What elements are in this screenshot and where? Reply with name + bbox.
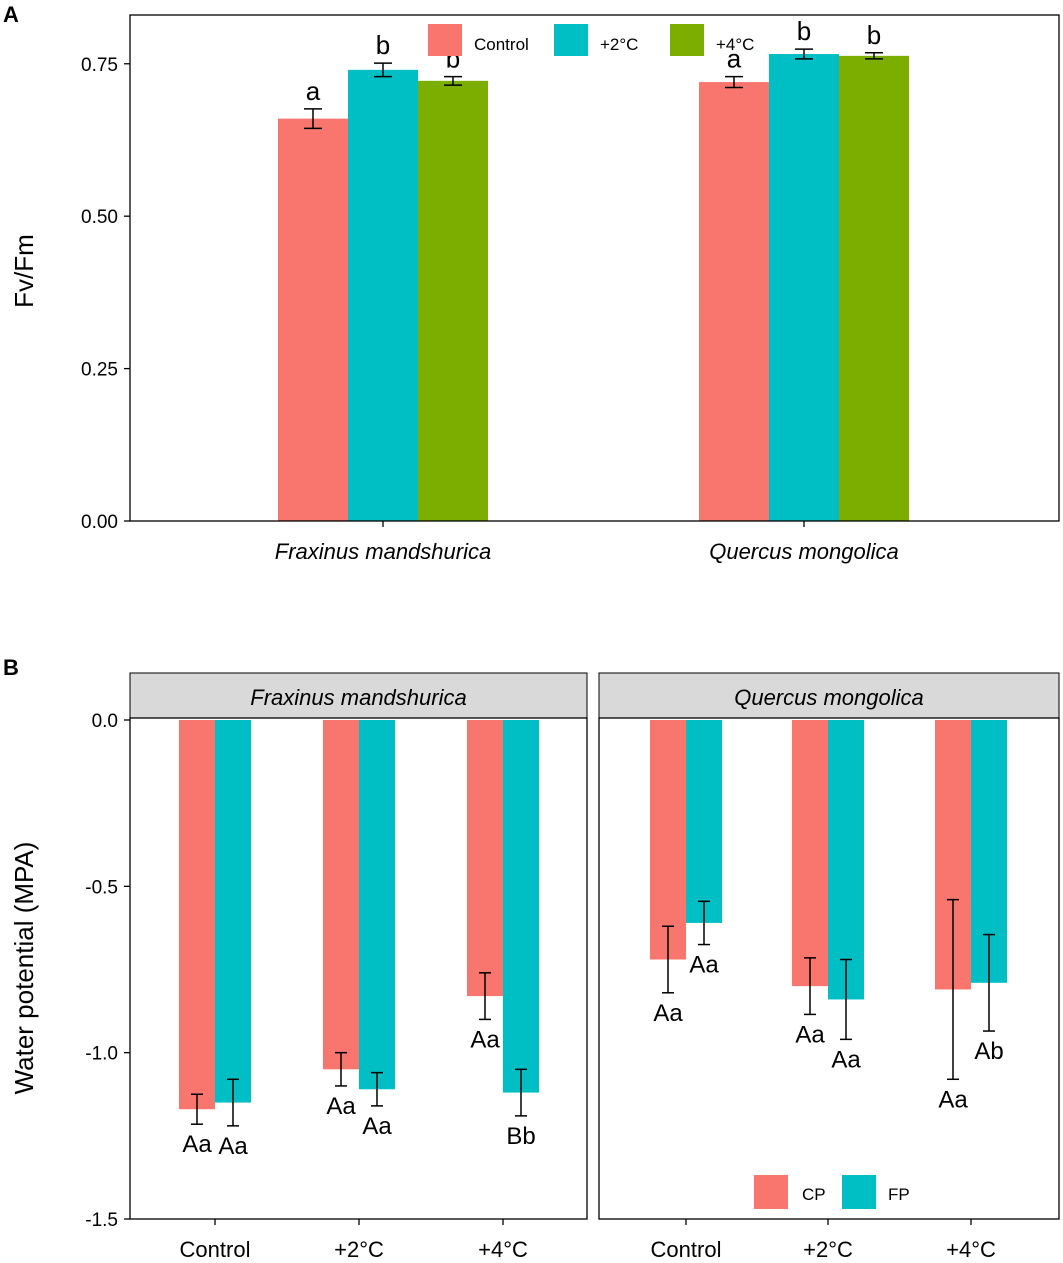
panel-b-y-axis-title: Water potential (MPA) — [9, 842, 39, 1095]
b-y-tick-label: -0.5 — [85, 877, 118, 898]
sig-letter-b-quercus-mongolica-4-c-fp: Ab — [974, 1038, 1003, 1065]
sig-letter-a-fraxinus-mandshurica-2-c: b — [376, 30, 390, 60]
b-x-tick-label: Control — [651, 1237, 722, 1262]
sig-letter-b-fraxinus-mandshurica-4-c-fp: Bb — [506, 1123, 535, 1150]
b-x-tick-label: +4°C — [478, 1237, 528, 1262]
legend-label-control: Control — [474, 35, 529, 54]
sig-letter-a-quercus-mongolica-2-c: b — [797, 16, 811, 46]
bar-b-fraxinus-mandshurica-control-fp — [215, 720, 251, 1103]
bar-b-fraxinus-mandshurica-4-c-cp — [467, 720, 503, 997]
sig-letter-a-quercus-mongolica-control: a — [727, 44, 742, 74]
panel-a-marks: 0.00 0.25 0.50 0.75 Fraxinus mandshurica a b b Q… — [81, 16, 909, 564]
b-x-tick-label: +2°C — [803, 1237, 853, 1262]
bar-a-quercus-mongolica-2-c — [769, 54, 839, 521]
a-y-tick-label: 0.00 — [81, 512, 118, 533]
bar-b-quercus-mongolica-control-fp — [686, 720, 722, 923]
bar-b-fraxinus-mandshurica-control-cp — [179, 720, 215, 1110]
facet-title-fraxinus: Fraxinus mandshurica — [250, 685, 466, 710]
legend-swatch-control — [428, 24, 462, 56]
bar-b-quercus-mongolica-2-c-cp — [792, 720, 828, 987]
legend-swatch-fp — [842, 1175, 876, 1209]
b-y-tick-label: -1.5 — [85, 1210, 118, 1231]
sig-letter-b-fraxinus-mandshurica-4-c-cp: Aa — [470, 1026, 500, 1053]
facet-strip-fraxinus — [129, 672, 588, 719]
facet-frame-quercus — [598, 717, 1060, 1220]
bar-a-quercus-mongolica-control — [699, 82, 769, 521]
panel-b-legend: CP FP — [754, 1175, 910, 1209]
sig-letter-b-quercus-mongolica-2-c-fp: Aa — [831, 1046, 861, 1073]
legend-label-plus4: +4°C — [716, 35, 754, 54]
sig-letter-b-quercus-mongolica-4-c-cp: Aa — [938, 1086, 968, 1113]
sig-letter-b-quercus-mongolica-control-fp: Aa — [689, 952, 719, 979]
b-x-tick-label: +2°C — [334, 1237, 384, 1262]
b-y-tick-label: 0.0 — [92, 711, 118, 732]
a-y-tick-label: 0.75 — [81, 55, 118, 76]
facet-strip-quercus — [598, 672, 1060, 719]
bar-a-fraxinus-mandshurica-control — [278, 118, 348, 522]
sig-letter-b-quercus-mongolica-control-cp: Aa — [653, 1000, 683, 1027]
panel-a-legend: Control +2°C +4°C — [428, 24, 754, 56]
bar-a-fraxinus-mandshurica-4-c — [418, 80, 488, 521]
a-x-tick-label: Quercus mongolica — [709, 539, 899, 564]
bar-b-fraxinus-mandshurica-2-c-cp — [323, 720, 359, 1070]
sig-letter-a-fraxinus-mandshurica-control: a — [306, 76, 321, 106]
sig-letter-b-quercus-mongolica-2-c-cp: Aa — [795, 1021, 825, 1048]
panel-a-frame — [129, 14, 1060, 522]
bar-b-fraxinus-mandshurica-4-c-fp — [503, 720, 539, 1093]
bar-b-quercus-mongolica-2-c-fp — [828, 720, 864, 1000]
b-y-tick-label: -1.0 — [85, 1044, 118, 1065]
panel-b-label: B — [3, 655, 19, 680]
sig-letter-b-fraxinus-mandshurica-control-fp: Aa — [218, 1133, 248, 1160]
facet-title-quercus: Quercus mongolica — [734, 685, 924, 710]
a-y-tick-label: 0.25 — [81, 360, 118, 381]
b-x-tick-label: Control — [180, 1237, 251, 1262]
bar-a-quercus-mongolica-4-c — [839, 55, 909, 521]
bar-b-quercus-mongolica-control-cp — [650, 720, 686, 960]
panel-a-label: A — [3, 2, 19, 27]
legend-swatch-plus4 — [670, 24, 704, 56]
panel-a-y-axis-title: Fv/Fm — [9, 234, 39, 308]
sig-letter-b-fraxinus-mandshurica-2-c-cp: Aa — [326, 1093, 356, 1120]
facet-frame-fraxinus — [129, 717, 588, 1220]
panel-a: A 0.00 0.25 0.50 0.75 Fraxinus mandshurica a b… — [3, 2, 1060, 564]
bar-a-fraxinus-mandshurica-2-c — [348, 69, 418, 522]
legend-swatch-plus2 — [554, 24, 588, 56]
legend-swatch-cp — [754, 1175, 788, 1209]
bar-b-fraxinus-mandshurica-2-c-fp — [359, 720, 395, 1090]
b-x-tick-label: +4°C — [946, 1237, 996, 1262]
legend-label-plus2: +2°C — [600, 35, 638, 54]
a-y-tick-label: 0.50 — [81, 207, 118, 228]
legend-label-cp: CP — [802, 1185, 826, 1204]
legend-label-fp: FP — [888, 1185, 910, 1204]
a-x-tick-label: Fraxinus mandshurica — [275, 539, 491, 564]
sig-letter-a-quercus-mongolica-4-c: b — [867, 20, 881, 50]
panel-b: B Fraxinus mandshurica Quercus mongolica… — [3, 655, 1060, 1262]
sig-letter-b-fraxinus-mandshurica-2-c-fp: Aa — [362, 1113, 392, 1140]
sig-letter-b-fraxinus-mandshurica-control-cp: Aa — [182, 1131, 212, 1158]
